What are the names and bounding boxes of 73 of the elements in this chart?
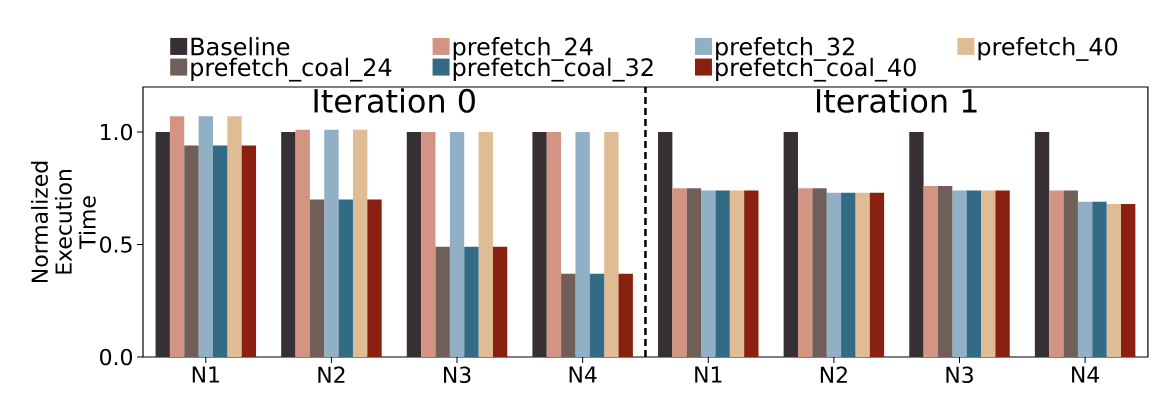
y-axis-title: Normalized Execution Time	[31, 161, 96, 282]
y-tick-label: 1.0	[101, 123, 133, 141]
bar	[966, 190, 982, 357]
bar	[981, 190, 996, 357]
bar	[532, 132, 547, 357]
bar	[658, 132, 673, 357]
y-tick-label: 0.5	[100, 236, 132, 253]
bar	[352, 129, 368, 357]
annotation: Iteration 0	[314, 88, 475, 113]
bar	[783, 132, 798, 357]
bar	[575, 132, 590, 357]
bar	[604, 132, 619, 357]
bar	[212, 145, 228, 357]
bar	[701, 190, 716, 357]
bar	[1092, 201, 1107, 357]
legend-label: prefetch_coal_24	[191, 57, 392, 82]
bar	[686, 188, 702, 357]
bar	[812, 188, 827, 357]
bar	[324, 129, 339, 357]
annotation: Iteration 1	[816, 88, 977, 113]
x-tick-label: N4	[1072, 366, 1100, 383]
bar	[1034, 132, 1050, 357]
bar	[1077, 201, 1093, 357]
x-tick-label: N3	[946, 366, 973, 384]
bar	[797, 188, 813, 357]
legend-label: Baseline	[191, 37, 290, 56]
bar	[241, 145, 257, 357]
bar	[338, 199, 353, 357]
bar	[1049, 190, 1064, 357]
bar	[1063, 190, 1078, 357]
x-tick-label: N3	[444, 366, 471, 384]
bar	[478, 132, 493, 357]
bar	[923, 186, 938, 357]
y-tick-label: 0.0	[100, 348, 133, 366]
bar	[937, 186, 953, 357]
x-tick-label: N2	[318, 366, 345, 383]
bar	[744, 190, 759, 357]
bar	[715, 190, 730, 357]
bar	[952, 190, 967, 357]
bar	[841, 192, 856, 357]
bar	[855, 192, 870, 357]
bar	[546, 132, 562, 357]
bar	[492, 246, 508, 357]
bar	[281, 132, 296, 357]
bar	[561, 273, 576, 357]
bar	[869, 192, 885, 357]
bar	[155, 132, 170, 357]
x-tick-label: N1	[695, 366, 722, 383]
bar	[995, 190, 1010, 357]
bar	[618, 273, 633, 357]
bar	[449, 132, 465, 357]
x-tick-label: N1	[192, 366, 219, 383]
bar	[464, 246, 479, 357]
bar	[435, 246, 450, 357]
bar	[169, 116, 185, 357]
bar	[826, 192, 842, 357]
bar	[909, 132, 924, 357]
bar	[406, 132, 422, 357]
bar	[295, 129, 310, 357]
bar	[227, 116, 242, 357]
bar	[672, 188, 687, 357]
bar	[198, 116, 213, 357]
x-tick-label: N4	[569, 366, 597, 383]
bar	[589, 273, 605, 357]
bar	[1121, 204, 1136, 357]
bar	[421, 132, 436, 357]
x-tick-label: N2	[820, 366, 847, 383]
legend-label: prefetch_40	[978, 37, 1118, 61]
bar	[367, 199, 382, 357]
bar	[184, 145, 199, 357]
bar	[1106, 204, 1121, 357]
bar	[309, 199, 325, 357]
bar	[729, 190, 745, 357]
